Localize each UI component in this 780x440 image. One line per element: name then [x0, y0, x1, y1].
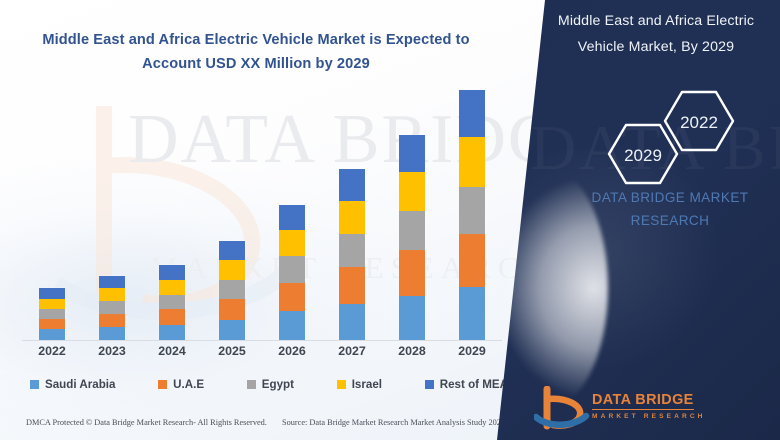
x-axis-tick: 2027 — [338, 344, 366, 358]
legend-swatch-icon — [158, 379, 168, 389]
x-axis-tick: 2023 — [98, 344, 126, 358]
bar-2027[interactable] — [339, 168, 365, 340]
bar-segment[interactable] — [99, 313, 125, 328]
axis-baseline — [22, 340, 502, 341]
bar-segment[interactable] — [459, 90, 485, 137]
svg-text:2022: 2022 — [680, 113, 718, 132]
bar-segment[interactable] — [159, 325, 185, 340]
footer: DMCA Protected © Data Bridge Market Rese… — [0, 414, 540, 440]
bar-segment[interactable] — [99, 300, 125, 314]
bar-segment[interactable] — [339, 234, 365, 267]
brand-name-line2: RESEARCH — [630, 213, 710, 228]
chart-plot-area — [22, 86, 502, 341]
bar-segment[interactable] — [159, 309, 185, 326]
bar-segment[interactable] — [39, 298, 65, 310]
bar-segment[interactable] — [339, 304, 365, 340]
bar-segment[interactable] — [219, 298, 245, 320]
bar-segment[interactable] — [159, 264, 185, 280]
bar-2026[interactable] — [279, 204, 305, 340]
bar-segment[interactable] — [399, 295, 425, 340]
bar-2025[interactable] — [219, 240, 245, 340]
legend-label: Rest of MEA — [439, 377, 508, 391]
legend-item-u-a-e[interactable]: U.A.E — [158, 378, 204, 391]
panel-edge-arc — [488, 168, 608, 408]
bar-segment[interactable] — [219, 240, 245, 260]
legend-swatch-icon — [30, 379, 39, 389]
bar-segment[interactable] — [39, 288, 65, 299]
bar-segment[interactable] — [279, 311, 305, 340]
bar-2028[interactable] — [399, 134, 425, 340]
bar-segment[interactable] — [219, 259, 245, 280]
bar-2024[interactable] — [159, 264, 185, 340]
bar-segment[interactable] — [459, 287, 485, 340]
bar-segment[interactable] — [459, 234, 485, 288]
bar-segment[interactable] — [339, 168, 365, 202]
hexagon-2022-icon — [663, 90, 735, 152]
bar-group — [22, 86, 502, 340]
x-axis-tick: 2028 — [398, 344, 426, 358]
legend-label: U.A.E — [173, 377, 205, 391]
brand-panel-title: Middle East and Africa Electric Vehicle … — [557, 13, 755, 55]
legend-item-saudi-arabia[interactable]: Saudi Arabia — [30, 378, 115, 391]
x-axis-tick: 2029 — [458, 344, 486, 358]
footer-copyright: DMCA Protected © Data Bridge Market Rese… — [26, 418, 267, 427]
bar-segment[interactable] — [99, 288, 125, 301]
bar-segment[interactable] — [399, 171, 425, 211]
x-axis-tick: 2026 — [278, 344, 306, 358]
company-logo-subtitle: MARKET RESEARCH — [592, 413, 706, 420]
chart-legend: Saudi Arabia U.A.E Egypt Israel Rest of MEA — [30, 374, 508, 394]
x-axis-tick: 2022 — [38, 344, 66, 358]
bar-segment[interactable] — [279, 282, 305, 312]
bar-2029[interactable] — [459, 90, 485, 340]
bar-segment[interactable] — [219, 279, 245, 299]
legend-swatch-icon — [424, 379, 434, 389]
bar-segment[interactable] — [279, 204, 305, 230]
bar-segment[interactable] — [279, 256, 305, 283]
x-axis-labels: 2022 2023 2024 2025 2026 2027 2028 2029 — [22, 344, 502, 364]
legend-item-egypt[interactable]: Egypt — [246, 377, 294, 391]
bar-segment[interactable] — [159, 279, 185, 295]
bar-segment[interactable] — [399, 250, 425, 296]
legend-label: Israel — [351, 377, 383, 391]
company-logo: DATA BRIDGE MARKET RESEARCH — [534, 386, 714, 430]
bar-segment[interactable] — [399, 134, 425, 172]
hexagon-badges: 2022 2029 — [590, 88, 750, 193]
bar-segment[interactable] — [39, 329, 65, 340]
bar-segment[interactable] — [39, 309, 65, 319]
hexagon-2029-icon — [607, 123, 679, 185]
svg-text:2029: 2029 — [624, 146, 662, 165]
brand-name-line1: DATA BRIDGE MARKET — [591, 190, 749, 205]
bar-segment[interactable] — [459, 186, 485, 235]
bar-segment[interactable] — [459, 136, 485, 187]
bar-segment[interactable] — [339, 267, 365, 305]
bar-segment[interactable] — [159, 294, 185, 310]
legend-item-israel[interactable]: Israel — [336, 377, 383, 391]
legend-swatch-icon — [246, 379, 256, 389]
bar-segment[interactable] — [39, 318, 65, 330]
x-axis-tick: 2024 — [158, 344, 186, 358]
bar-segment[interactable] — [399, 210, 425, 251]
bar-segment[interactable] — [219, 319, 245, 340]
bar-2022[interactable] — [39, 288, 65, 340]
page-title: Middle East and Africa Electric Vehicle … — [42, 32, 470, 72]
x-axis-tick: 2025 — [218, 344, 246, 358]
bar-segment[interactable] — [279, 229, 305, 257]
chart-panel: DATA BRIDGE MARKET RESEARCH Middle East … — [0, 0, 540, 440]
bar-segment[interactable] — [99, 327, 125, 340]
footer-source: Source: Data Bridge Market Research Mark… — [282, 418, 506, 427]
company-logo-text: DATA BRIDGE MARKET RESEARCH — [592, 391, 714, 420]
bar-2023[interactable] — [99, 275, 125, 340]
legend-label: Saudi Arabia — [45, 377, 116, 391]
legend-item-rest-of-mea[interactable]: Rest of MEA — [424, 377, 508, 391]
company-logo-mark-icon — [534, 386, 590, 430]
company-logo-title: DATA BRIDGE — [592, 392, 694, 410]
brand-name-text: DATA BRIDGE MARKET RESEARCH — [560, 186, 780, 232]
legend-swatch-icon — [336, 379, 346, 389]
legend-label: Egypt — [261, 377, 294, 391]
bar-segment[interactable] — [99, 275, 125, 289]
bar-segment[interactable] — [339, 201, 365, 235]
